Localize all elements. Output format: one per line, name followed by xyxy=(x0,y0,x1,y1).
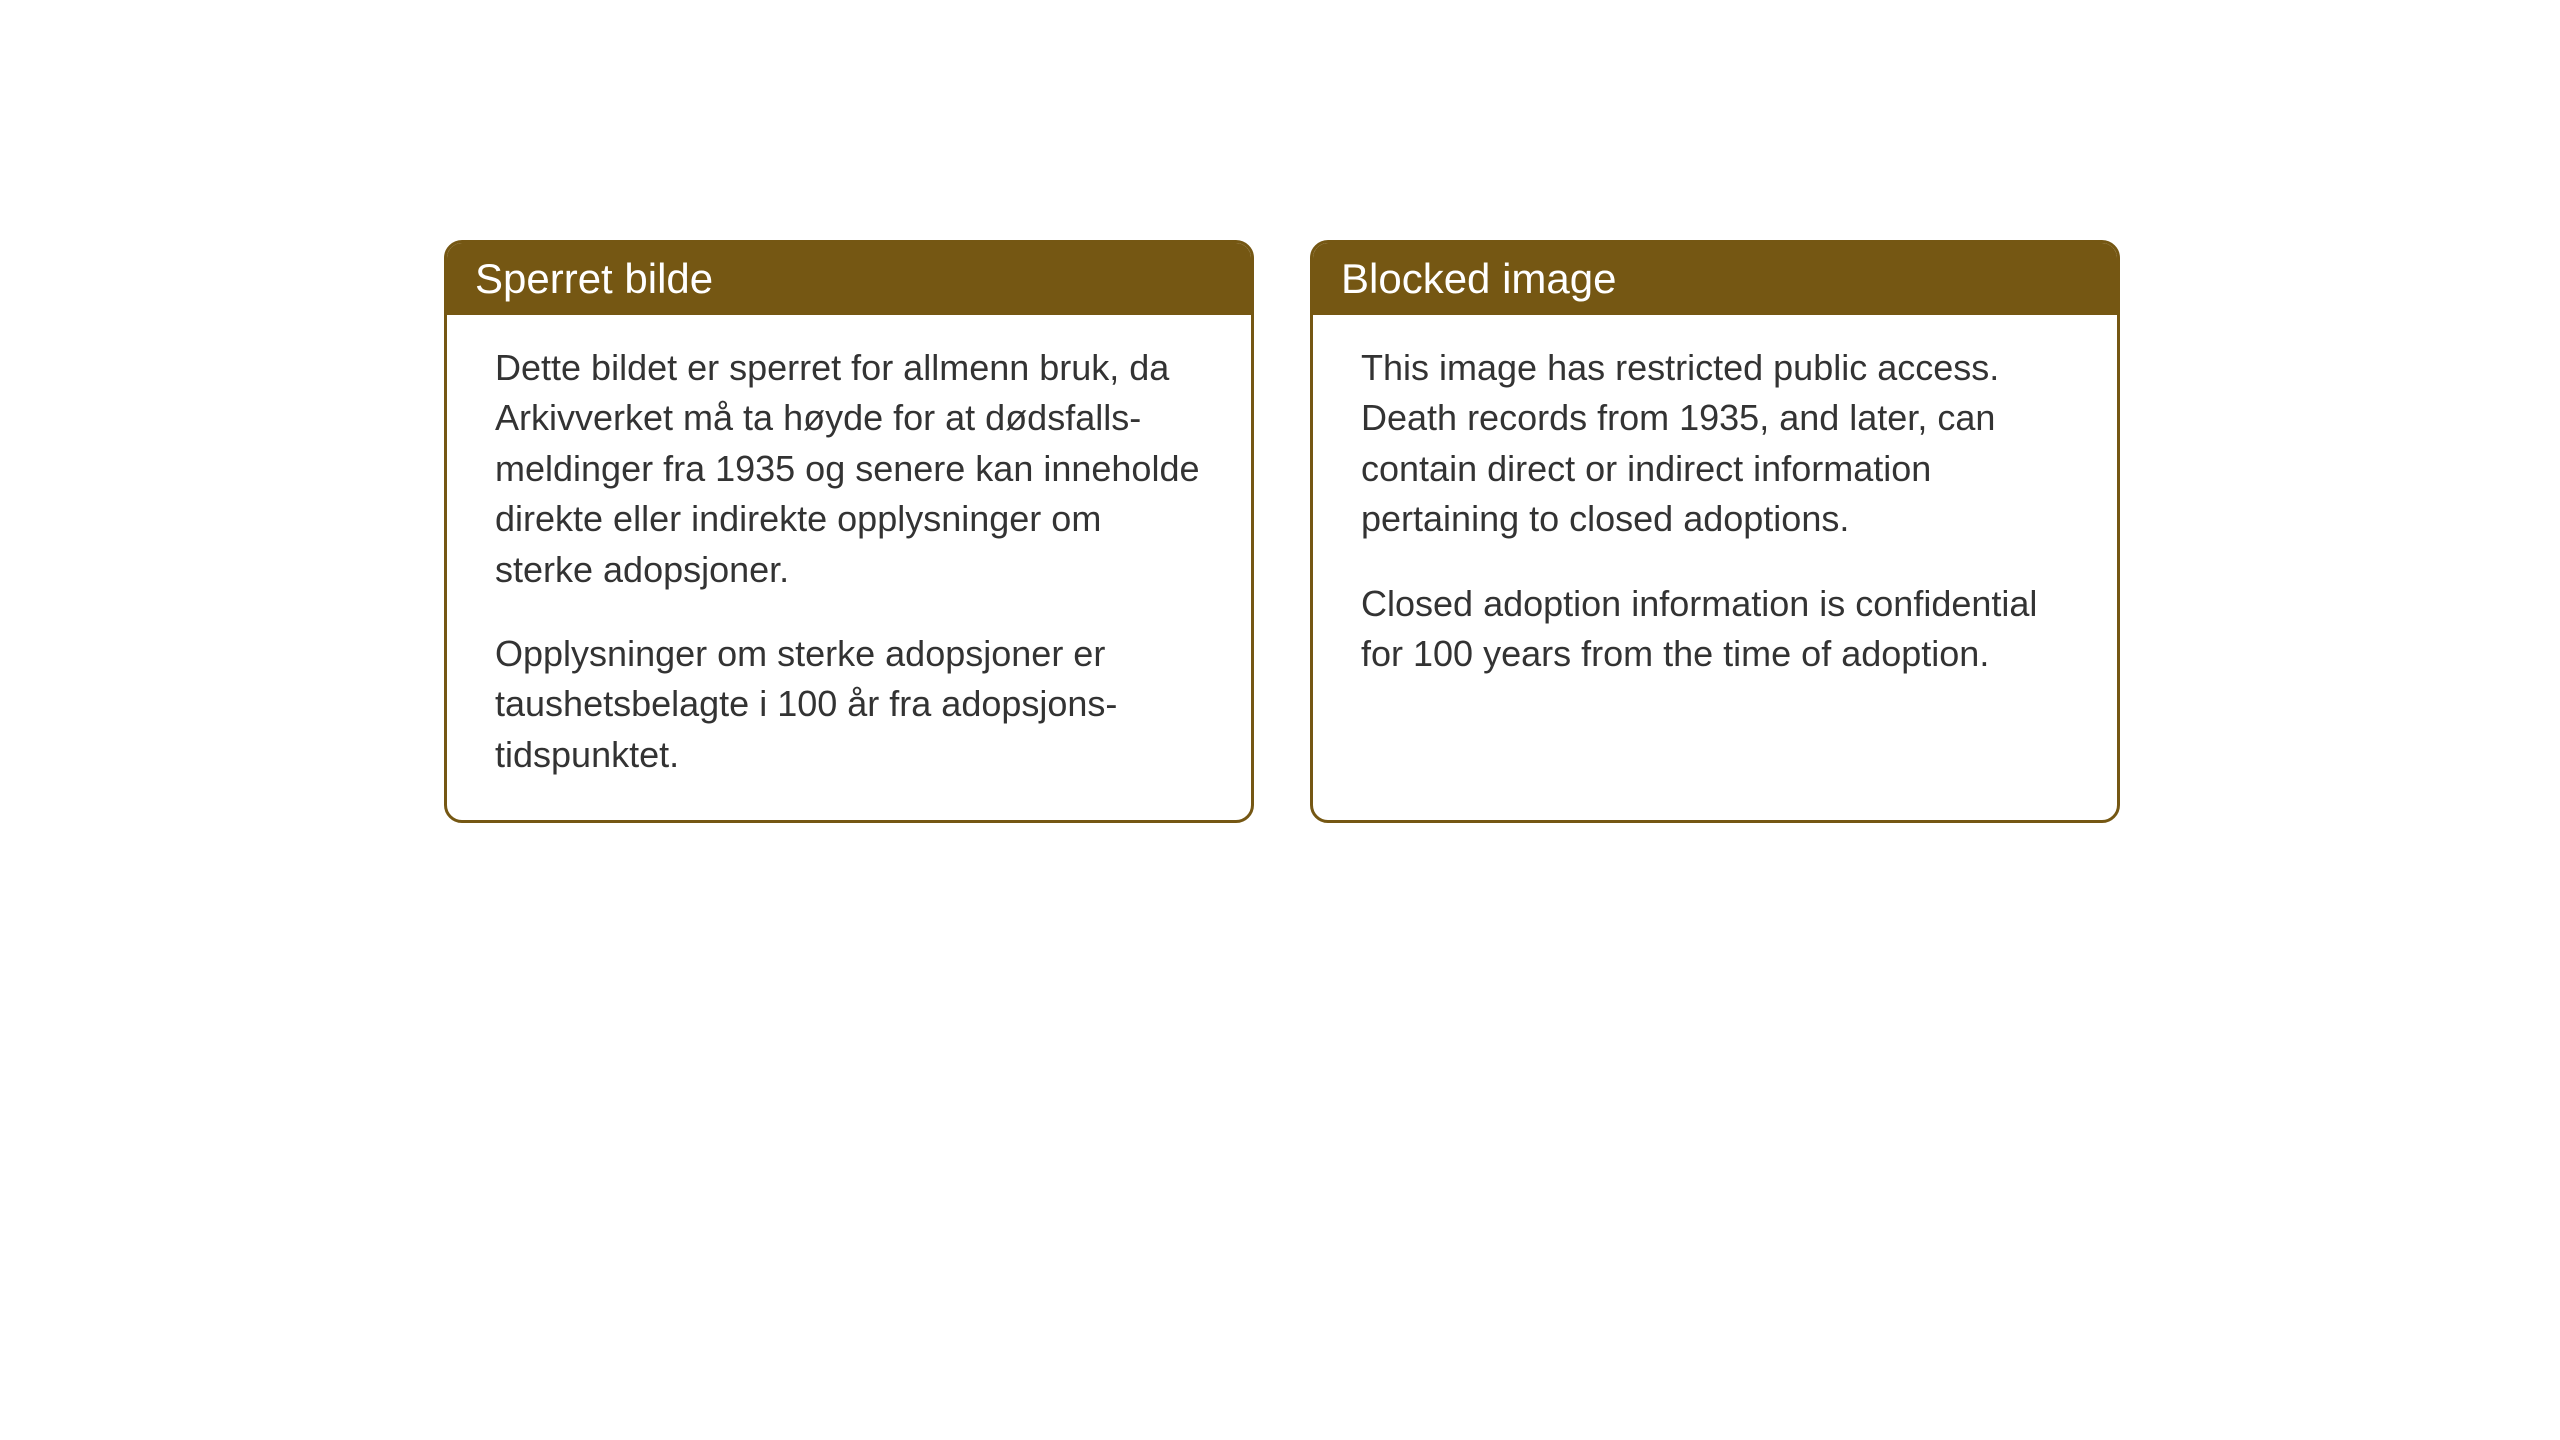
english-card-body: This image has restricted public access.… xyxy=(1313,315,2117,719)
norwegian-card: Sperret bilde Dette bildet er sperret fo… xyxy=(444,240,1254,823)
english-card: Blocked image This image has restricted … xyxy=(1310,240,2120,823)
english-paragraph-2: Closed adoption information is confident… xyxy=(1361,579,2069,680)
cards-container: Sperret bilde Dette bildet er sperret fo… xyxy=(444,240,2120,823)
norwegian-card-body: Dette bildet er sperret for allmenn bruk… xyxy=(447,315,1251,820)
english-card-title: Blocked image xyxy=(1341,255,1616,302)
norwegian-card-header: Sperret bilde xyxy=(447,243,1251,315)
norwegian-paragraph-1: Dette bildet er sperret for allmenn bruk… xyxy=(495,343,1203,595)
english-paragraph-1: This image has restricted public access.… xyxy=(1361,343,2069,545)
norwegian-card-title: Sperret bilde xyxy=(475,255,713,302)
norwegian-paragraph-2: Opplysninger om sterke adopsjoner er tau… xyxy=(495,629,1203,780)
english-card-header: Blocked image xyxy=(1313,243,2117,315)
